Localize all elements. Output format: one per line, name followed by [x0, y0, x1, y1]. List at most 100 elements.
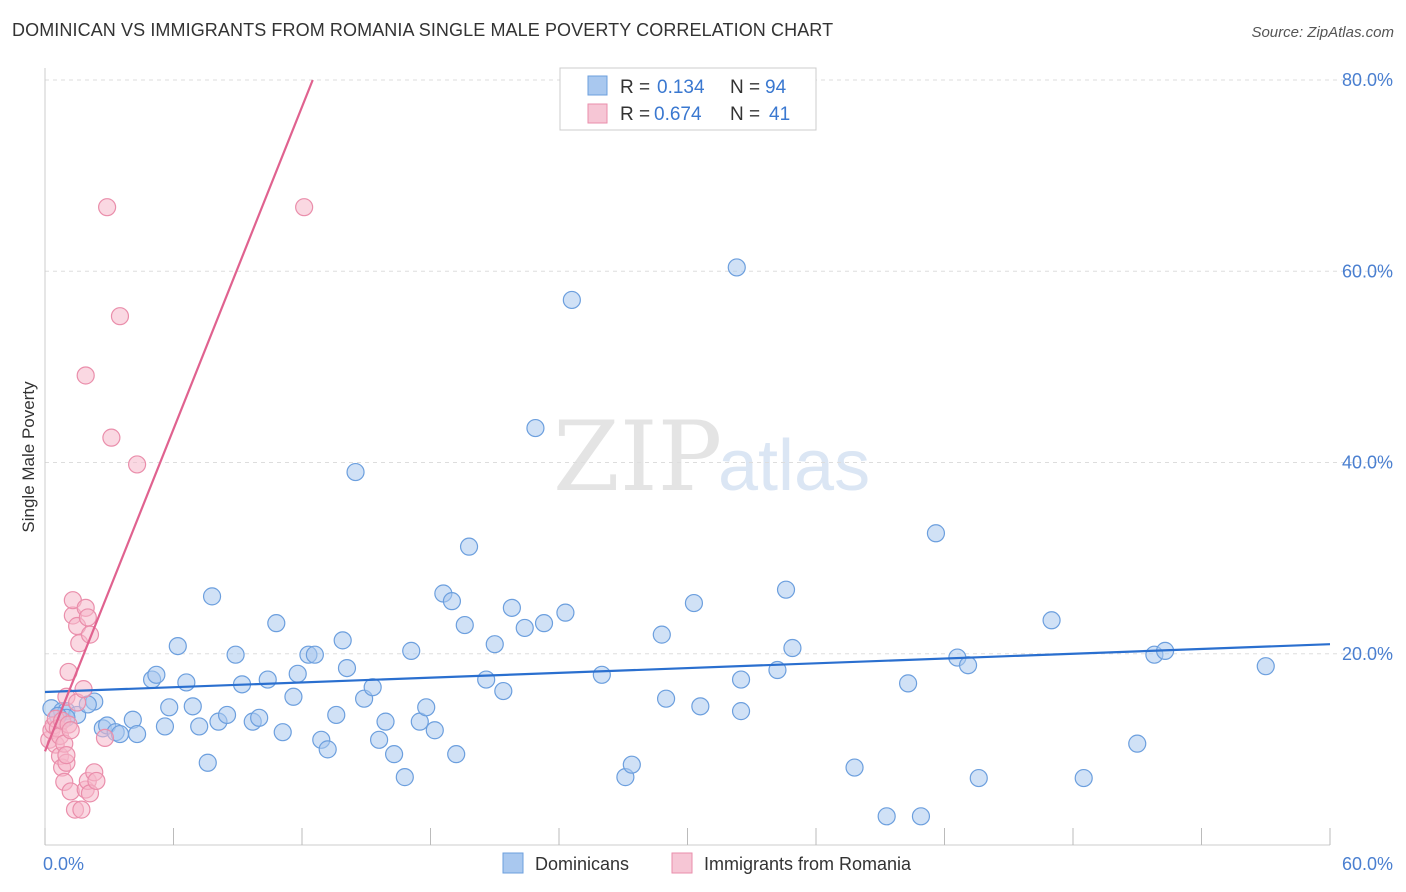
dominican-point — [911, 807, 931, 826]
dominican-point — [333, 631, 352, 650]
dominican-point — [417, 698, 436, 717]
legend-swatch-pink — [587, 103, 608, 124]
dominicans-trend-line — [44, 643, 1331, 694]
dominican-point — [877, 807, 896, 826]
legend-r-value-1: 0.134 — [657, 77, 705, 98]
romania-point — [61, 782, 80, 801]
dominican-point — [727, 258, 746, 277]
dominican-point — [776, 580, 796, 599]
dominican-point — [267, 614, 286, 633]
romania-point — [127, 455, 147, 474]
romania-point — [98, 198, 117, 217]
source-label: Source: ZipAtlas.com — [1251, 24, 1394, 41]
dominican-point — [217, 705, 237, 725]
romania-points — [40, 198, 314, 819]
dominican-point — [926, 524, 946, 543]
romania-point — [95, 728, 115, 748]
dominican-point — [494, 681, 513, 701]
dominican-point — [442, 592, 462, 611]
dominican-point — [656, 689, 676, 708]
dominican-point — [684, 593, 704, 613]
watermark-atlas: atlas — [718, 426, 870, 506]
dominican-point — [969, 768, 988, 788]
bottom-legend-swatch-pink — [671, 852, 693, 874]
dominican-point — [183, 697, 202, 716]
x-tick-label: 0.0% — [43, 854, 84, 874]
y-tick-label: 20.0% — [1342, 644, 1393, 664]
dominican-point — [1256, 657, 1275, 676]
dominican-point — [376, 712, 395, 731]
dominican-point — [958, 656, 978, 675]
dominican-point — [147, 665, 166, 684]
dominican-point — [155, 717, 175, 736]
y-tick-labels: 20.0% 40.0% 60.0% 80.0% — [1342, 70, 1393, 664]
dominican-point — [198, 753, 217, 772]
dominican-point — [691, 697, 710, 716]
dominican-point — [455, 615, 474, 635]
dominican-point — [526, 418, 545, 438]
legend-r-value-2: 0.674 — [654, 104, 702, 125]
dominican-point — [485, 635, 504, 654]
dominican-point — [258, 670, 277, 689]
romania-point — [72, 800, 91, 819]
dominican-point — [160, 698, 179, 717]
dominican-point — [363, 678, 382, 697]
dominicans-points — [42, 258, 1275, 826]
dominican-point — [168, 636, 187, 656]
dominican-point — [459, 537, 479, 556]
y-axis-label: Single Male Poverty — [19, 381, 38, 533]
watermark-zip: ZIP — [553, 401, 722, 513]
dominican-point — [370, 730, 389, 749]
dominican-point — [110, 724, 130, 744]
romania-point — [74, 680, 93, 699]
dominican-point — [337, 658, 357, 678]
legend-n-label-2: N = — [730, 104, 760, 125]
romania-point — [295, 198, 314, 217]
dominican-point — [592, 665, 611, 684]
dominican-point — [898, 674, 918, 693]
dominican-point — [515, 618, 534, 638]
y-tick-label: 60.0% — [1342, 261, 1393, 281]
legend-n-value-1: 94 — [765, 77, 787, 98]
dominican-point — [534, 614, 554, 633]
dominican-point — [731, 702, 751, 721]
romania-point — [76, 366, 95, 385]
dominican-point — [318, 740, 337, 759]
dominican-point — [402, 641, 421, 660]
dominican-point — [202, 587, 222, 606]
trend-lines — [43, 79, 1331, 752]
x-tick-labels: 0.0% 60.0% — [43, 854, 1393, 874]
dominican-point — [652, 625, 671, 644]
axes — [44, 68, 1331, 846]
dominican-point — [288, 664, 307, 683]
dominican-point — [447, 745, 466, 764]
romania-point — [102, 428, 121, 447]
dominican-point — [502, 598, 521, 617]
dominican-point — [226, 645, 245, 664]
romania-point — [110, 307, 130, 326]
legend-n-label-1: N = — [730, 77, 760, 98]
dominican-point — [845, 758, 864, 777]
romania-point — [57, 746, 76, 765]
dominican-point — [783, 638, 802, 658]
dominican-point — [127, 724, 147, 744]
romania-point — [78, 608, 97, 627]
dominican-point — [250, 708, 269, 727]
dominican-point — [477, 670, 496, 689]
bottom-legend-swatch-blue — [502, 852, 524, 874]
dominican-point — [1042, 611, 1061, 630]
dominican-point — [1074, 768, 1093, 788]
dominican-point — [425, 721, 444, 740]
dominican-point — [284, 687, 303, 706]
dominican-point — [395, 768, 414, 787]
dominican-point — [384, 745, 404, 764]
correlation-legend: R = 0.134 N = 94 R = 0.674 N = 41 — [559, 67, 817, 131]
dominican-point — [731, 670, 751, 689]
romania-point — [61, 721, 80, 740]
legend-r-label-2: R = — [620, 104, 650, 125]
y-tick-label: 80.0% — [1342, 70, 1393, 90]
dominican-point — [622, 755, 641, 774]
x-tick-label: 60.0% — [1342, 854, 1393, 874]
dominican-point — [305, 645, 324, 664]
